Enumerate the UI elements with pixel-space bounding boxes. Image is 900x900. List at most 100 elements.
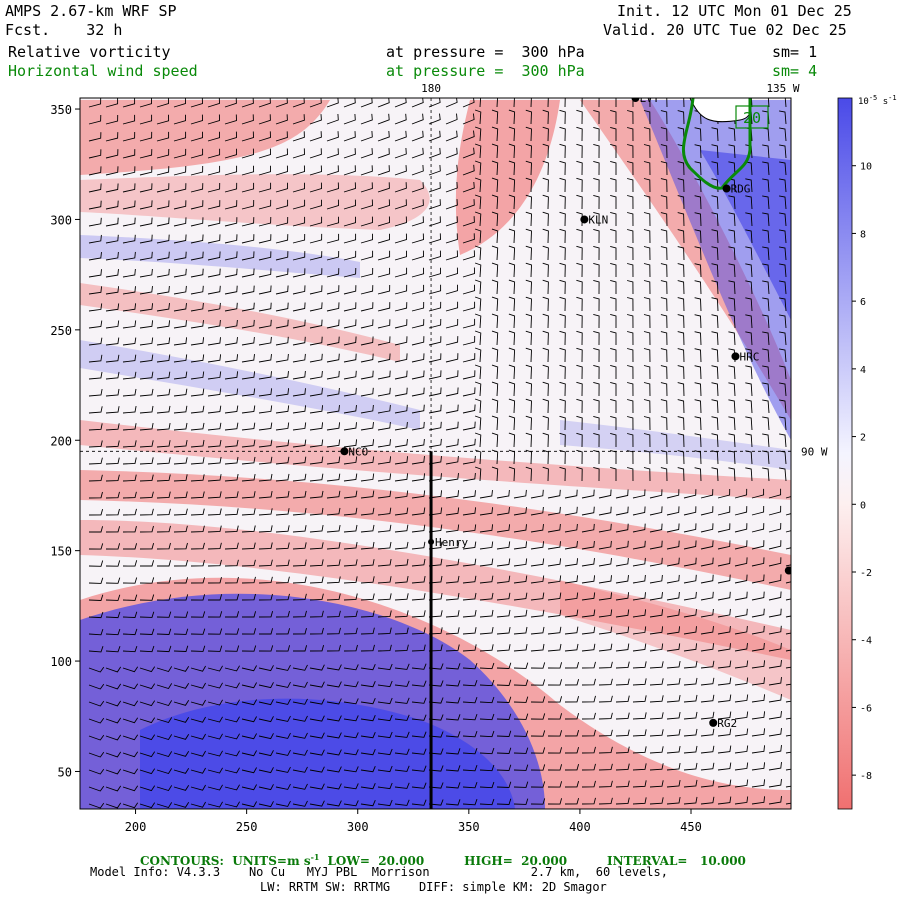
wind-barb (694, 331, 702, 346)
wind-barb (258, 199, 272, 210)
wind-barb (513, 730, 529, 737)
wind-barb (190, 131, 203, 142)
wind-barb (547, 592, 562, 601)
contours-units-exp: -1 (310, 852, 320, 862)
wind-barb (559, 398, 566, 414)
wind-barb (474, 177, 482, 193)
wind-barb (559, 228, 566, 244)
wind-barb (491, 347, 499, 363)
wind-barb (190, 577, 206, 584)
wind-barb (615, 746, 630, 754)
wind-barb (728, 161, 736, 176)
wind-barb (745, 331, 753, 346)
wind-barb (513, 713, 529, 720)
wind-barb (593, 381, 600, 397)
wind-barb (751, 779, 766, 788)
wind-barb (576, 381, 583, 397)
wind-barb (632, 506, 646, 516)
meridian-label: 90 W (801, 445, 828, 458)
wind-barb (258, 525, 273, 533)
wind-barb (479, 764, 495, 772)
wind-barb (88, 543, 104, 550)
wind-barb (474, 279, 482, 295)
wind-barb (139, 149, 153, 159)
wind-barb (207, 767, 223, 774)
wind-barb (105, 751, 122, 758)
wind-barb (258, 251, 272, 261)
wind-barb (394, 576, 409, 584)
wind-barb (513, 489, 527, 499)
wind-barb (525, 228, 532, 244)
wind-barb (377, 370, 391, 380)
wind-barb (122, 114, 136, 125)
wind-barb (105, 628, 121, 636)
wind-barb (626, 110, 634, 125)
wind-barb (343, 627, 358, 635)
wind-barb (694, 195, 702, 210)
wind-barb (105, 217, 119, 227)
wind-barb (292, 783, 308, 790)
wind-barb (683, 574, 697, 584)
wind-barb (309, 715, 325, 722)
wind-barb (779, 195, 787, 210)
wind-barb (632, 626, 647, 635)
wind-barb (377, 267, 391, 278)
wind-barb (224, 665, 240, 672)
wind-barb (559, 262, 566, 278)
wind-barb (559, 211, 566, 227)
wind-barb (105, 526, 121, 533)
plot-frame (79, 97, 792, 810)
wind-barb (292, 542, 307, 550)
green-contour (681, 98, 752, 190)
wind-barb (105, 717, 122, 724)
wind-barb (598, 609, 613, 618)
wind-barb (508, 364, 516, 380)
wind-barb (491, 262, 499, 278)
wind-barb (564, 575, 579, 584)
wind-barb (711, 467, 719, 482)
wind-barb (105, 114, 119, 125)
wind-barb (593, 364, 600, 380)
wind-barb (343, 490, 358, 499)
wind-barb (241, 217, 255, 227)
wind-barb (173, 183, 187, 193)
wind-barb (542, 228, 549, 244)
wind-barb (224, 200, 238, 210)
wind-barb (207, 405, 222, 414)
wind-barb (745, 467, 753, 482)
wind-barb (491, 466, 499, 482)
wind-barb (157, 560, 172, 567)
wind-barb (394, 216, 407, 227)
wind-barb (428, 182, 441, 193)
wind-barb (275, 388, 290, 397)
wind-barb (576, 398, 583, 414)
wind-barb (360, 285, 374, 295)
wind-barb (156, 388, 171, 397)
wind-barb (576, 262, 583, 278)
wind-barb (139, 337, 154, 346)
wind-barb (394, 98, 407, 108)
wind-barb (768, 762, 782, 771)
wind-barb (326, 98, 339, 108)
wind-barb (751, 608, 765, 618)
wind-barb (224, 234, 238, 244)
wind-barb (496, 679, 512, 686)
wind-barb (343, 387, 357, 397)
wind-barb (394, 199, 407, 210)
station-label: LVT (639, 92, 659, 105)
wind-barb (643, 212, 651, 227)
wind-barb (683, 540, 697, 550)
wind-barb (542, 296, 549, 312)
wind-barb (411, 456, 425, 465)
wind-barb (513, 524, 527, 533)
wind-barb (576, 415, 583, 431)
wind-barb (292, 664, 308, 671)
wind-barb (326, 559, 341, 567)
wind-barb (190, 716, 206, 723)
wind-barb (610, 126, 617, 141)
wind-barb (258, 767, 274, 774)
wind-barb (377, 387, 391, 397)
wind-barb (343, 800, 359, 807)
wind-barb (779, 280, 787, 295)
